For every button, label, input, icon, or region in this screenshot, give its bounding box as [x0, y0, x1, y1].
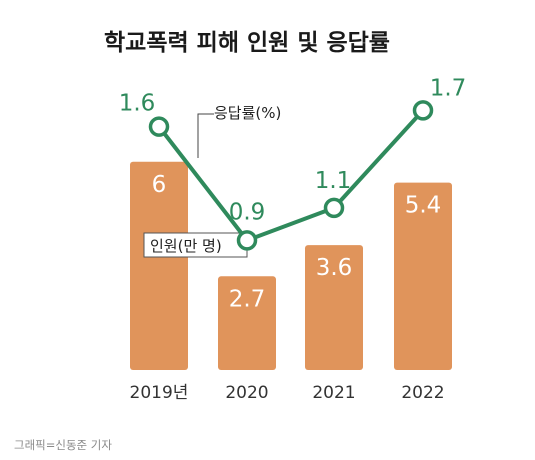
bar-value-label-0: 6: [152, 172, 167, 198]
line-point-2: [323, 197, 345, 219]
line-layer: 1.6 0.9 1.1 1.7: [119, 75, 467, 251]
line-legend-label: 응답률(%): [214, 104, 281, 122]
line-legend-leader-path: [197, 113, 214, 158]
x-tick-label-1: 2020: [225, 383, 268, 403]
line-point-0: [148, 116, 170, 137]
line-point-3: [412, 100, 434, 121]
bar-legend: 인원(만 명): [143, 232, 248, 258]
bar-0: [130, 161, 188, 370]
line-value-label-0: 1.6: [119, 91, 156, 117]
bar-value-label-3: 5.4: [405, 193, 442, 219]
bar-value-label-1: 2.7: [229, 286, 266, 312]
x-axis-ticks: 2019년 2020 2021 2022: [130, 383, 445, 403]
bar-1: [218, 276, 276, 370]
line-series-path: [157, 109, 425, 243]
line-value-label-2: 1.1: [315, 168, 352, 194]
bar-legend-label: 인원(만 명): [150, 237, 222, 255]
line-legend: 응답률(%): [214, 104, 281, 122]
bar-2: [305, 245, 363, 370]
line-value-label-3: 1.7: [430, 75, 467, 101]
bar-value-label-2: 3.6: [316, 255, 353, 281]
line-legend-leader: [197, 113, 214, 158]
bar-3: [394, 182, 452, 370]
x-tick-label-2: 2021: [312, 383, 355, 403]
chart-title: 학교폭력 피해 인원 및 응답률: [104, 30, 390, 56]
x-tick-label-0: 2019년: [130, 383, 189, 403]
graphic-credit: 그래픽=신동준 기자: [14, 438, 112, 452]
line-point-1: [236, 230, 258, 251]
bars-layer: 6 2.7 3.6 5.4: [130, 161, 452, 370]
line-value-label-1: 0.9: [229, 199, 266, 225]
x-tick-label-3: 2022: [401, 383, 444, 403]
